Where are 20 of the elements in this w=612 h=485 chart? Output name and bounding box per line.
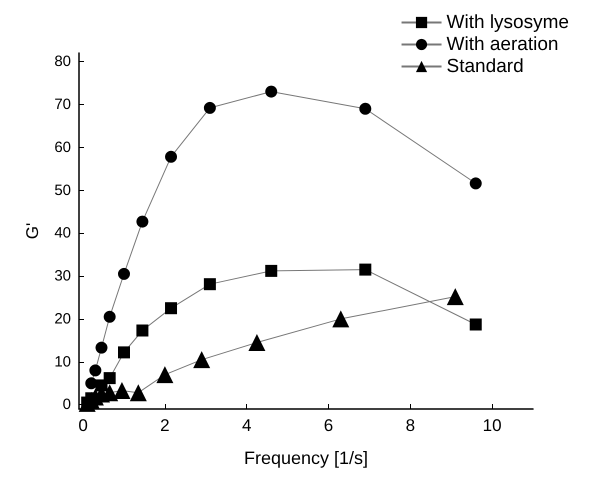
- y-tick-label: 20: [54, 310, 71, 328]
- x-tick-label: 4: [242, 416, 252, 435]
- x-tick-label: 0: [78, 416, 88, 435]
- x-tick-label: 10: [482, 416, 502, 435]
- y-tick-label: 50: [54, 182, 71, 199]
- y-tick-label: 30: [54, 268, 71, 285]
- y-tick-label: 70: [54, 96, 71, 113]
- y-axis-title: G': [23, 222, 42, 240]
- legend-label: Standard: [446, 56, 524, 77]
- y-tick-label: 40: [54, 224, 71, 242]
- x-axis-title: Frequency [1/s]: [244, 448, 368, 468]
- x-tick-label: 6: [324, 416, 334, 435]
- y-tick-label: 60: [54, 138, 71, 156]
- legend-label: With lysosyme: [446, 12, 570, 33]
- y-tick-label: 10: [54, 353, 71, 370]
- x-tick-label: 2: [160, 416, 170, 435]
- x-tick-label: 8: [406, 416, 416, 435]
- legend-label: With aeration: [446, 34, 558, 55]
- y-tick-label: 0: [62, 396, 71, 414]
- y-tick-label: 80: [54, 53, 71, 70]
